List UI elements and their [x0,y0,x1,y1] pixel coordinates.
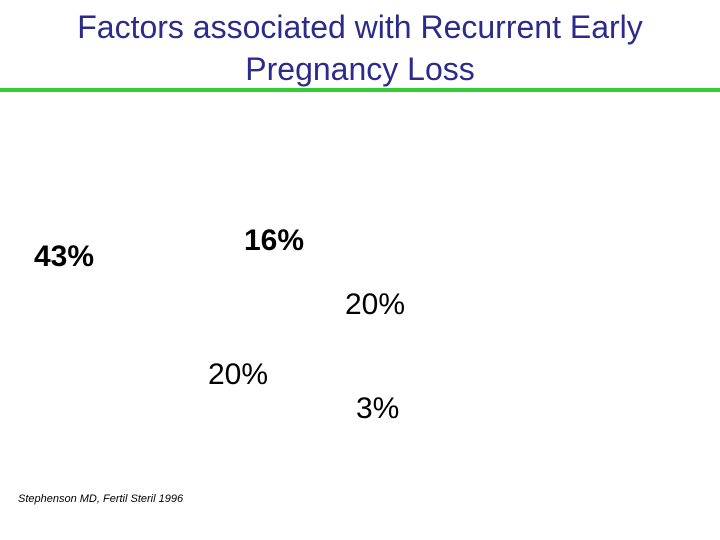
chart-title-line-2: Pregnancy Loss [245,51,475,87]
slice-label-20-a: 20% [345,288,406,321]
citation: Stephenson MD, Fertil Steril 1996 [18,493,184,505]
slice-label-43: 43% [34,240,95,273]
chart-title-line-1: Factors associated with Recurrent Early [77,9,643,45]
slice-label-3: 3% [356,392,400,425]
chart-title: Factors associated with Recurrent Early … [0,6,720,90]
slice-label-16: 16% [244,224,305,257]
title-divider [0,88,720,92]
slice-label-20-b: 20% [208,358,269,391]
